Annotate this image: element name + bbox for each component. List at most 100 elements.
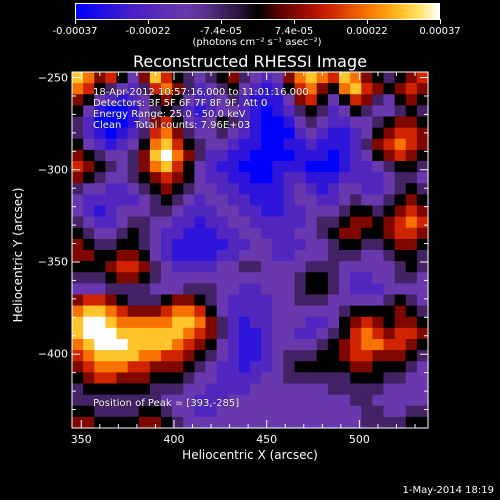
y-axis-label: Heliocentric Y (arcsec)	[11, 187, 25, 323]
heatmap-cell	[394, 361, 407, 373]
heatmap-cell	[405, 72, 418, 84]
heatmap-cell	[127, 283, 140, 296]
heatmap-cell	[339, 372, 351, 385]
heatmap-cell	[116, 372, 129, 385]
heatmap-cell	[227, 305, 240, 318]
heatmap-cell	[339, 105, 351, 118]
heatmap-cell	[361, 149, 373, 162]
heatmap-cell	[138, 172, 151, 184]
heatmap-cell	[183, 350, 195, 362]
heatmap-cell	[94, 138, 106, 151]
heatmap-cell	[127, 327, 140, 340]
heatmap-cell	[138, 238, 151, 251]
heatmap-cell	[161, 183, 173, 195]
heatmap-cell	[172, 372, 184, 385]
heatmap-cell	[105, 94, 118, 106]
heatmap-cell	[394, 72, 407, 84]
heatmap-cell	[394, 127, 407, 140]
heatmap-cell	[83, 149, 95, 162]
heatmap-cell	[250, 416, 262, 429]
heatmap-cell	[116, 216, 129, 229]
heatmap-cell	[405, 383, 418, 396]
heatmap-cell	[339, 138, 351, 151]
heatmap-cell	[383, 127, 396, 140]
heatmap-cell	[372, 305, 385, 318]
heatmap-cell	[205, 294, 218, 307]
heatmap-cell	[138, 305, 151, 318]
heatmap-cell	[416, 183, 429, 195]
colorbar-tick-mark	[75, 19, 76, 24]
heatmap-cell	[238, 172, 251, 184]
heatmap-cell	[416, 138, 429, 151]
heatmap-cell	[305, 138, 318, 151]
heatmap-cell	[361, 405, 373, 418]
heatmap-cell	[305, 194, 318, 207]
heatmap-cell	[183, 83, 195, 95]
heatmap-cell	[294, 250, 307, 262]
heatmap-cell	[149, 138, 162, 151]
heatmap-cell	[149, 350, 162, 362]
heatmap-cell	[172, 94, 184, 106]
heatmap-cell	[172, 361, 184, 373]
heatmap-cell	[383, 272, 396, 284]
heatmap-cell	[272, 216, 284, 229]
heatmap-cell	[394, 327, 407, 340]
heatmap-cell	[416, 127, 429, 140]
heatmap-cell	[272, 116, 284, 129]
heatmap-cell	[416, 105, 429, 118]
heatmap-cell	[105, 216, 118, 229]
heatmap-cell	[149, 383, 162, 396]
heatmap-cell	[261, 105, 273, 118]
heatmap-cell	[250, 194, 262, 207]
heatmap-cell	[205, 416, 218, 429]
heatmap-cell	[238, 238, 251, 251]
heatmap-cell	[183, 316, 195, 329]
heatmap-cell	[94, 250, 106, 262]
heatmap-cell	[72, 172, 84, 184]
heatmap-cell	[383, 116, 396, 129]
heatmap-cell	[227, 116, 240, 129]
heatmap-cell	[316, 238, 329, 251]
heatmap-cell	[394, 227, 407, 240]
heatmap-cell	[272, 227, 284, 240]
heatmap-cell	[116, 127, 129, 140]
heatmap-cell	[361, 72, 373, 84]
heatmap-cell	[305, 94, 318, 106]
heatmap-cell	[227, 250, 240, 262]
heatmap-cell	[372, 205, 385, 218]
heatmap-cell	[327, 116, 340, 129]
heatmap-cell	[327, 294, 340, 307]
heatmap-cell	[350, 339, 362, 351]
heatmap-cell	[394, 383, 407, 396]
colorbar-tick-label: 7.4e-05	[274, 26, 314, 37]
heatmap-cell	[72, 339, 84, 351]
heatmap-cell	[394, 405, 407, 418]
heatmap-cell	[272, 327, 284, 340]
heatmap-cell	[250, 238, 262, 251]
heatmap-cell	[194, 305, 207, 318]
colorbar-tick-label: 0.00022	[346, 26, 388, 37]
heatmap-cell	[261, 172, 273, 184]
heatmap-cell	[83, 161, 95, 173]
heatmap-cell	[205, 194, 218, 207]
heatmap-cell	[172, 105, 184, 118]
heatmap-cell	[394, 339, 407, 351]
heatmap-cell	[127, 183, 140, 195]
heatmap-cell	[416, 261, 429, 273]
heatmap-cell	[205, 327, 218, 340]
heatmap-cell	[372, 94, 385, 106]
heatmap-cell	[283, 72, 296, 84]
heatmap-cell	[149, 316, 162, 329]
heatmap-cell	[227, 261, 240, 273]
heatmap-cell	[416, 216, 429, 229]
heatmap-cell	[72, 227, 84, 240]
heatmap-cell	[416, 416, 429, 429]
heatmap-cell	[83, 305, 95, 318]
heatmap-cell	[272, 383, 284, 396]
heatmap-cell	[216, 361, 229, 373]
heatmap-cell	[339, 127, 351, 140]
heatmap-cell	[127, 361, 140, 373]
heatmap-cell	[116, 261, 129, 273]
heatmap-cell	[216, 294, 229, 307]
heatmap-cell	[394, 238, 407, 251]
